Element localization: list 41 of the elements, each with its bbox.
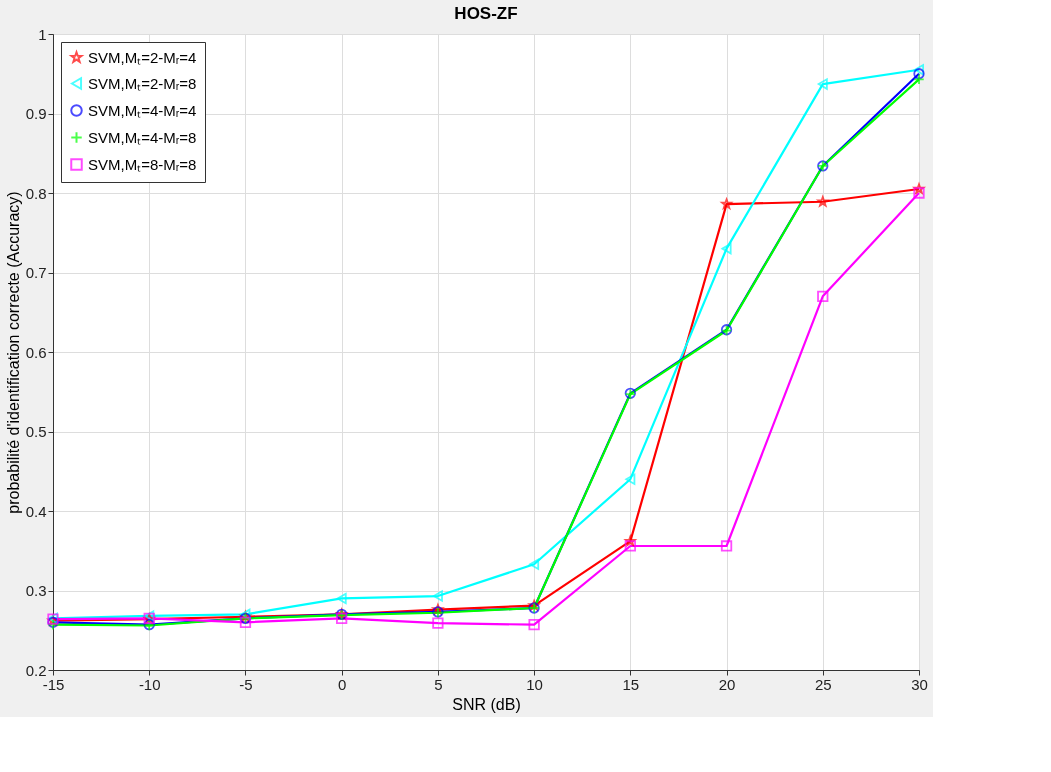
x-tick-label: 25: [814, 675, 832, 693]
legend-label: SVM,Mₜ=8-Mᵣ=8: [88, 155, 197, 173]
y-tick-label: 0.4: [25, 502, 47, 520]
x-tick-label: 20: [718, 675, 736, 693]
legend-label: SVM,Mₜ=2-Mᵣ=8: [88, 74, 197, 92]
point: [625, 473, 636, 485]
legend-label: SVM,Mₜ=4-Mᵣ=8: [88, 128, 197, 146]
y-tick-label: 0.8: [25, 184, 47, 202]
point: [913, 68, 925, 80]
x-tick-label: -10: [138, 675, 161, 693]
x-tick-label: 10: [526, 675, 543, 693]
x-tick-label: 0: [337, 675, 347, 693]
point: [913, 64, 925, 76]
point: [913, 187, 925, 199]
point: [336, 592, 347, 605]
point: [817, 290, 829, 302]
point: [913, 73, 925, 85]
x-tick-label: 5: [434, 675, 443, 693]
point: [432, 617, 444, 629]
x-axis-title: SNR (dB): [452, 695, 521, 713]
point: [624, 540, 636, 552]
y-axis-title: probabilité d'identification correcte (Accuracy): [4, 191, 22, 514]
point: [721, 243, 732, 255]
x-tick-label: 15: [622, 675, 640, 693]
point: [239, 616, 252, 628]
legend-label: SVM,Mₜ=4-Mᵣ=4: [88, 101, 197, 119]
y-tick-label: 0.7: [25, 264, 47, 281]
point: [529, 558, 540, 570]
y-tick-label: 0.9: [25, 105, 47, 122]
y-tick-label: 0.3: [25, 582, 47, 599]
legend-label: SVM,Mₜ=2-Mᵣ=4: [88, 48, 197, 66]
y-tick-label: 0.5: [25, 423, 47, 440]
point: [528, 619, 540, 631]
x-tick-label: -5: [239, 675, 253, 693]
point: [432, 590, 443, 602]
x-tick-label: 30: [911, 675, 928, 693]
chart-title: HOS-ZF: [454, 4, 518, 23]
y-tick-label: 0.6: [25, 343, 47, 361]
y-tick-label: 1: [38, 25, 47, 43]
point: [720, 540, 733, 552]
point: [817, 78, 828, 90]
